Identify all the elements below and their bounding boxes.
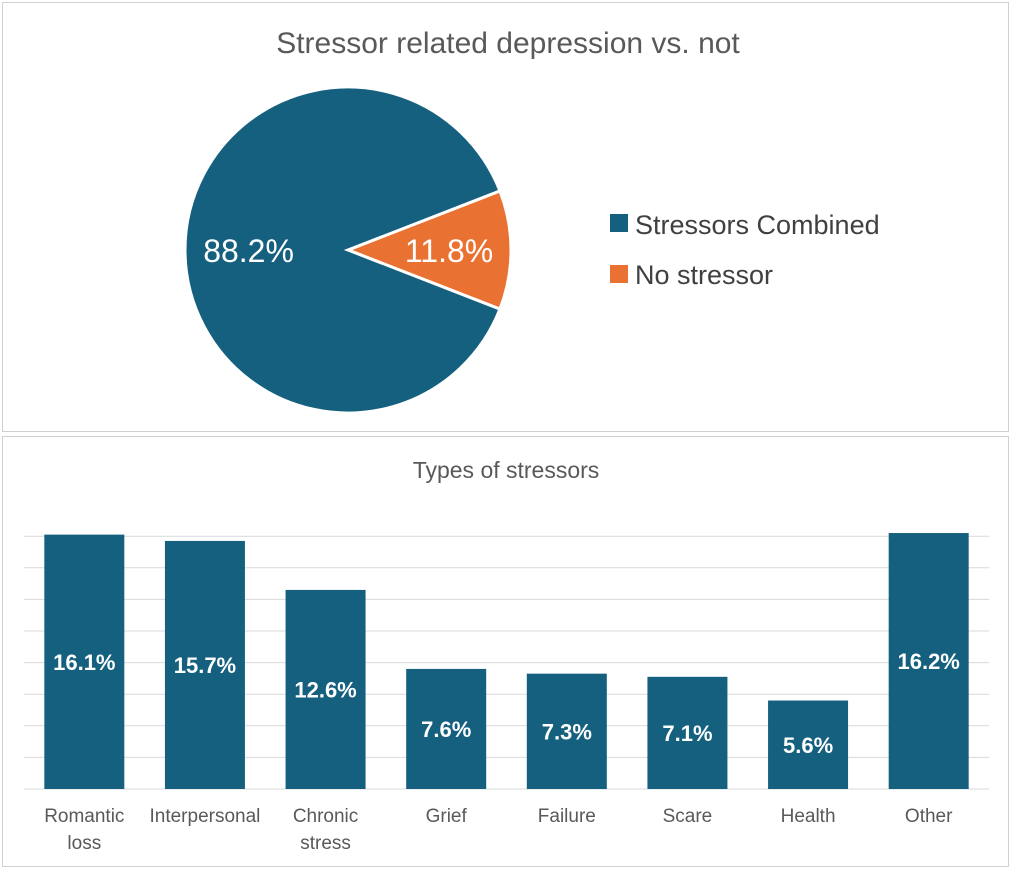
bar-chart-title: Types of stressors	[413, 457, 600, 483]
pie-slice-stressors-combined	[183, 85, 502, 415]
bar-value-label-chronic-stress: 12.6%	[294, 677, 356, 702]
category-label-romantic-loss: Romantic loss	[44, 806, 124, 854]
bar-health	[768, 700, 849, 789]
category-label-grief: Grief	[426, 806, 468, 827]
legend-swatch-stressors-combined	[610, 214, 628, 232]
bar-failure	[526, 673, 607, 789]
bar-chart-panel: Types of stressors 16.1% 15.7% 12.6% 7.6% 7.…	[2, 436, 1009, 867]
bar-value-label-scare: 7.1%	[662, 721, 712, 746]
bar-value-label-health: 5.6%	[783, 733, 833, 758]
bar-value-label-interpersonal: 15.7%	[174, 653, 236, 678]
bar-value-label-other: 16.2%	[897, 649, 959, 674]
bar-value-label-romantic-loss: 16.1%	[53, 650, 115, 675]
bar-romantic-loss	[44, 534, 125, 789]
legend-swatch-no-stressor	[610, 265, 628, 283]
bar-chronic-stress	[285, 589, 366, 789]
bar-other	[888, 533, 969, 789]
category-label-scare: Scare	[663, 806, 713, 827]
pie-chart-panel: Stressor related depression vs. not 11.8…	[2, 2, 1009, 432]
pie-slice-no-stressor	[343, 189, 513, 311]
category-label-health: Health	[781, 806, 836, 827]
pie-value-label-stressors-combined: 88.2%	[203, 233, 294, 269]
bar-interpersonal	[164, 540, 245, 789]
category-label-failure: Failure	[538, 806, 596, 827]
legend: Stressors Combined No stressor	[610, 210, 880, 290]
legend-label-stressors-combined: Stressors Combined	[635, 210, 880, 240]
category-label-interpersonal: Interpersonal	[149, 806, 260, 827]
pie-chart-title: Stressor related depression vs. not	[276, 27, 740, 60]
category-label-other: Other	[905, 806, 953, 827]
pie-chart: Stressor related depression vs. not 11.8…	[183, 27, 880, 415]
pie-value-label-no-stressor: 11.8%	[405, 233, 493, 269]
legend-label-no-stressor: No stressor	[635, 260, 773, 290]
bar-grief	[406, 668, 487, 789]
bar-value-label-failure: 7.3%	[542, 719, 592, 744]
bar-value-label-grief: 7.6%	[421, 717, 471, 742]
bar-chart: Types of stressors 16.1% 15.7% 12.6% 7.6% 7.…	[24, 457, 989, 854]
category-label-chronic-stress: Chronic stress	[293, 806, 358, 854]
bar-scare	[647, 676, 728, 789]
